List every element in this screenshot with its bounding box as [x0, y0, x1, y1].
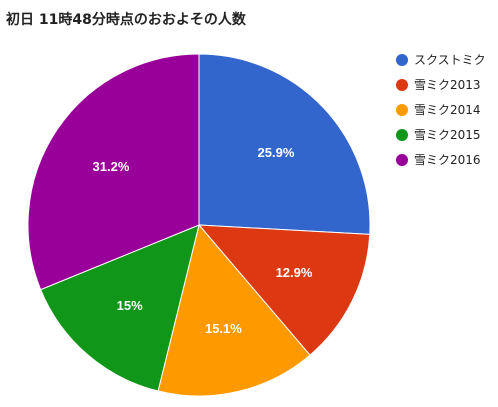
legend-marker-1 [396, 54, 408, 66]
slice-label-3: 15.1% [205, 321, 242, 336]
legend-label-5[interactable]: 雪ミク2016 [414, 153, 481, 167]
pie-slice-labels: 25.9% 12.9% 15.1% 15% 31.2% [93, 145, 313, 336]
pie-slice-2[interactable] [197, 224, 371, 356]
pie-slice-5[interactable] [27, 53, 200, 291]
legend-label-3[interactable]: 雪ミク2014 [414, 103, 481, 117]
slice-label-2: 12.9% [276, 265, 313, 280]
pie-slice-3[interactable] [157, 223, 311, 397]
slice-label-5: 31.2% [93, 159, 130, 174]
slice-label-1: 25.9% [258, 145, 295, 160]
legend-marker-5 [396, 154, 408, 166]
legend-marker-4 [396, 129, 408, 141]
chart-title: 初日 11時48分時点のおおよその人数 [6, 11, 247, 28]
pie-slices [27, 53, 371, 397]
legend-label-1[interactable]: スクストミク [414, 53, 486, 67]
legend-marker-2 [396, 79, 408, 91]
slice-label-4: 15% [117, 298, 143, 313]
legend-marker-3 [396, 104, 408, 116]
pie-slice-4[interactable] [40, 224, 200, 392]
legend-label-2[interactable]: 雪ミク2013 [414, 78, 481, 92]
pie-slice-1[interactable] [198, 53, 371, 235]
legend-label-4[interactable]: 雪ミク2015 [414, 128, 481, 142]
